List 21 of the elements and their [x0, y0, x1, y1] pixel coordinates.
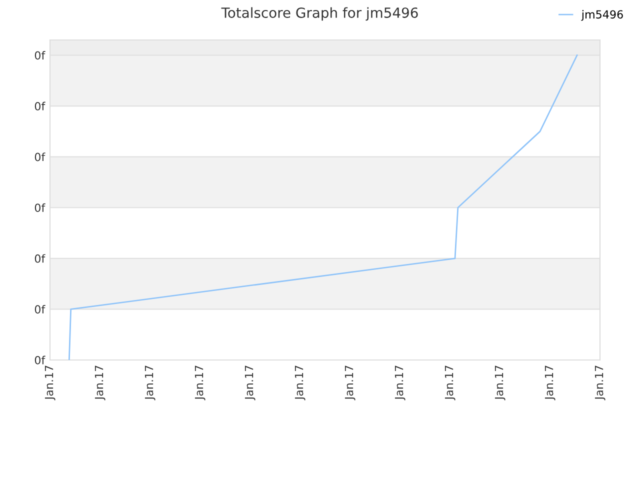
y-tick-label: 0f [34, 102, 46, 110]
y-tick-label: 0f [34, 203, 46, 212]
chart-title: Totalscore Graph for jm5496 [221, 7, 418, 21]
legend-label: jm5496 [581, 10, 623, 21]
x-tick-label: Jan.17 [194, 366, 206, 400]
y-tick-label: 0f [34, 254, 46, 263]
x-tick-label: Jan.17 [344, 366, 356, 400]
x-tick-label: Jan.17 [44, 366, 56, 400]
x-tick-label: Jan.17 [544, 366, 556, 400]
x-tick-label: Jan.17 [394, 366, 406, 400]
y-tick-label: 0f [34, 51, 46, 60]
x-tick-label: Jan.17 [444, 366, 456, 400]
x-tick-label: Jan.17 [144, 366, 156, 400]
x-tick-label: Jan.17 [494, 366, 506, 400]
x-tick-label: Jan.17 [294, 366, 306, 400]
y-tick-label: 0f [34, 304, 46, 314]
y-tick-label: 0f [34, 356, 46, 364]
x-tick-label: Jan.17 [594, 366, 606, 400]
x-tick-label: Jan.17 [94, 366, 106, 400]
x-tick-label: Jan.17 [244, 366, 256, 400]
y-tick-label: 0f [34, 152, 46, 162]
